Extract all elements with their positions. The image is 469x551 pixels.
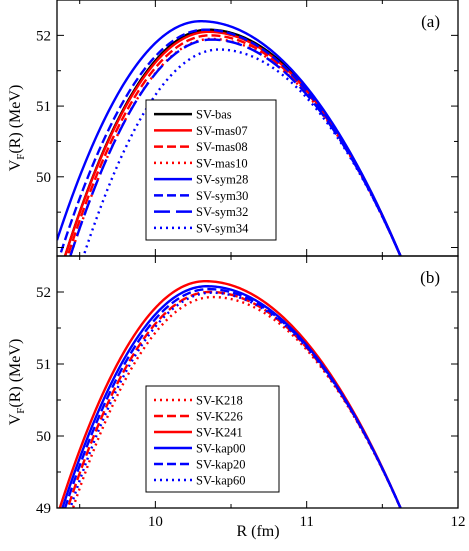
series-line-sv-kap00 [61,285,402,508]
x-axis-title: R (fm) [236,523,279,540]
panel-tag: (b) [420,268,440,287]
y-tick-label: 51 [36,99,51,115]
x-tick-label: 11 [299,514,313,530]
legend-label: SV-mas10 [196,156,248,170]
panel-tag: (a) [421,12,440,31]
series-line-sv-sym34 [82,48,402,256]
y-tick-label: 50 [36,429,51,445]
curves [58,279,402,508]
legend-label: SV-kap60 [196,474,246,488]
legend-label: SV-mas08 [196,140,248,154]
legend-label: SV-kap00 [196,442,246,456]
legend-label: SV-mas07 [196,124,248,138]
y-axis-title: VF(R) (MeV) [7,85,27,172]
series-line-sv-kap20 [63,287,402,508]
x-tick-label: 10 [148,514,163,530]
y-tick-label: 52 [36,285,51,301]
legend-label: SV-K241 [196,426,243,440]
curves [57,20,402,256]
x-tick-label: 12 [451,514,466,530]
y-axis-title: VF(R) (MeV) [7,339,27,426]
legend-label: SV-sym30 [196,189,248,203]
legend-label: SV-kap20 [196,458,246,472]
y-tick-label: 49 [36,501,51,517]
y-tick-label: 51 [36,357,51,373]
y-tick-label: 50 [36,170,51,186]
legend: SV-bas SV-mas07 SV-mas08 SV-mas10 SV-sym28 SV… [145,99,277,241]
legend-label: SV-bas [196,108,232,122]
legend-label: SV-K226 [196,410,243,424]
legend-label: SV-K218 [196,394,243,408]
plot-frame [56,255,459,509]
legend: SV-K218 SV-K226 SV-K241 SV-kap00 SV-kap20 SV-… [145,385,280,493]
y-tick-label: 52 [36,28,51,44]
series-line-sv-kap60 [69,291,402,508]
legend-label: SV-sym28 [196,173,248,187]
legend-label: SV-sym32 [196,205,248,219]
series-line-sv-sym32 [69,38,402,256]
legend-label: SV-sym34 [196,221,249,235]
legend-box [145,385,280,493]
panel-a: 50 51 52 (a) VF(R) (MeV) SV-bas SV-mas07 SV-mas… [7,0,459,257]
legend-box [145,99,277,241]
